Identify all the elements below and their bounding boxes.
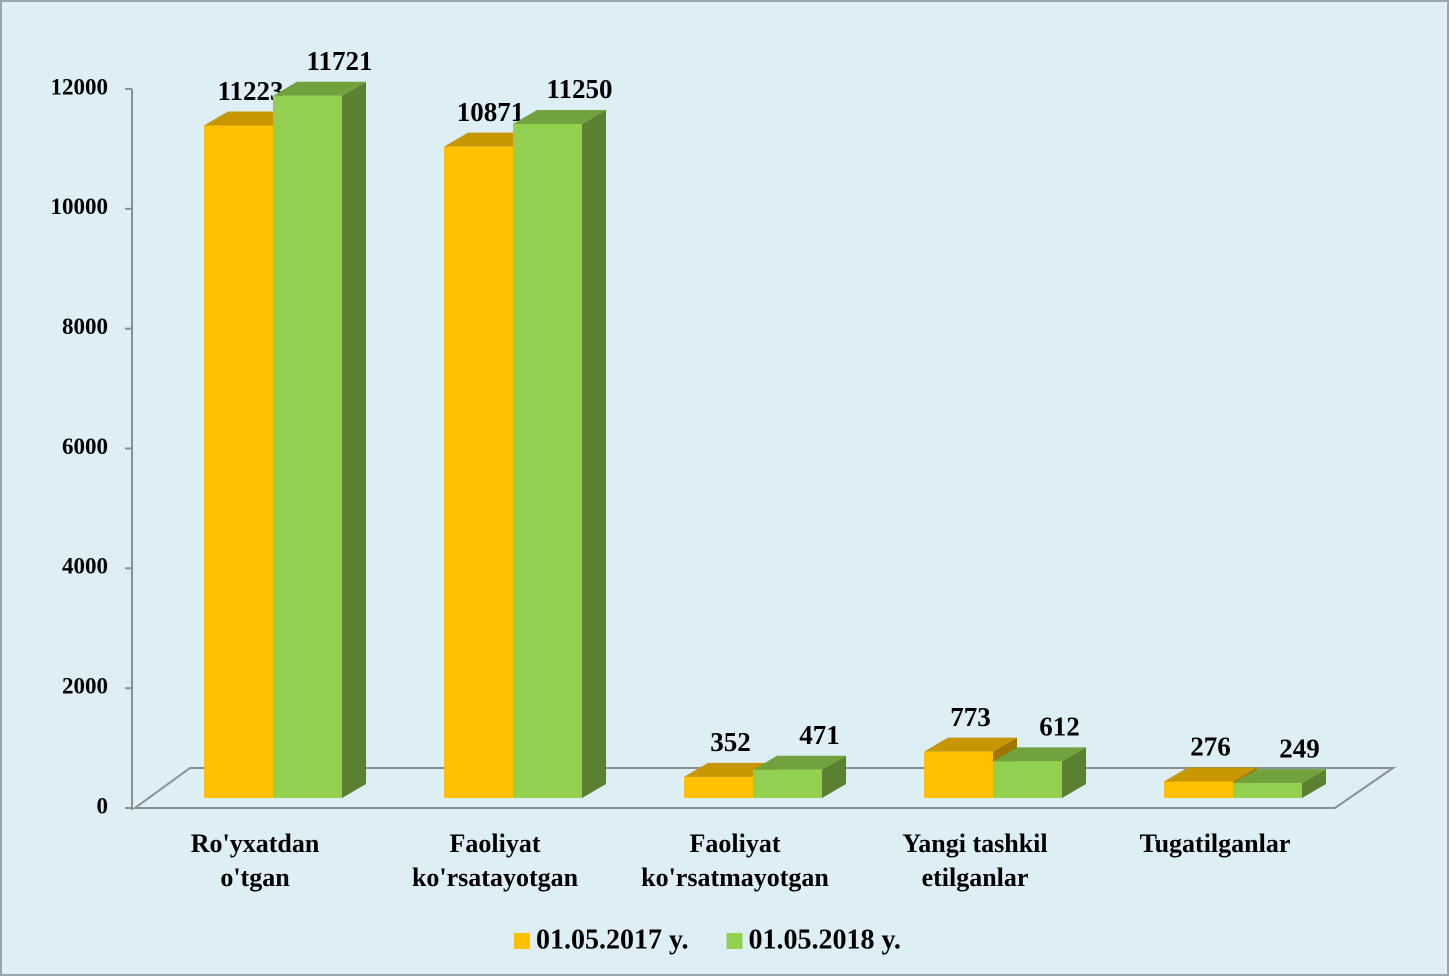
bar-top	[273, 81, 366, 96]
y-tick-label: 10000	[51, 194, 109, 219]
bar-front	[273, 95, 342, 799]
bar-top	[924, 737, 1017, 752]
x-tick-label: o'tgan	[220, 863, 290, 892]
legend-label: 01.05.2017 y.	[536, 924, 688, 955]
bar	[273, 81, 366, 799]
bar-side	[582, 109, 606, 798]
value-label: 249	[1279, 733, 1320, 763]
bar-front	[1164, 781, 1233, 798]
x-tick-label: Faoliyat	[690, 829, 781, 858]
y-tick-label: 6000	[62, 434, 108, 459]
y-tick-label: 2000	[62, 673, 108, 698]
legend-label: 01.05.2018 y.	[748, 924, 900, 955]
bar-front	[924, 751, 993, 798]
legend-swatch	[726, 933, 743, 949]
bar	[753, 755, 846, 798]
x-tick-label: ko'rsatayotgan	[412, 863, 579, 892]
bar-front	[204, 125, 273, 799]
bar-top	[1233, 769, 1326, 784]
x-tick-label: ko'rsatmayotgan	[641, 863, 829, 892]
bar	[1233, 769, 1326, 798]
bar-side	[1302, 769, 1326, 798]
bar-front	[993, 761, 1062, 798]
bar-front	[684, 776, 753, 798]
value-label: 471	[799, 720, 840, 750]
y-tick-label: 8000	[62, 314, 108, 339]
bar-front	[513, 123, 582, 798]
legend-swatch	[514, 933, 530, 949]
x-tick-label: Ro'yxatdan	[191, 829, 320, 858]
bar-top	[1164, 767, 1257, 782]
bar-side	[342, 81, 366, 799]
value-label: 773	[950, 702, 991, 732]
value-label: 612	[1039, 712, 1080, 742]
value-label: 352	[710, 727, 751, 757]
x-tick-label: Yangi tashkil	[902, 829, 1047, 858]
bar-front	[753, 769, 822, 798]
bar-side	[1062, 747, 1086, 798]
x-tick-label: etilganlar	[922, 863, 1029, 892]
bar	[513, 109, 606, 798]
y-tick-label: 0	[97, 793, 109, 818]
value-label: 11250	[546, 74, 612, 104]
y-tick-label: 12000	[51, 74, 109, 99]
value-label: 11223	[217, 76, 283, 106]
x-tick-label: Faoliyat	[450, 829, 541, 858]
value-label: 276	[1190, 732, 1231, 762]
bar	[993, 747, 1086, 798]
x-tick-label: Tugatilganlar	[1140, 829, 1291, 858]
bar-top	[993, 747, 1086, 762]
value-label: 10871	[457, 97, 525, 127]
y-tick-label: 4000	[62, 554, 108, 579]
bar-top	[753, 755, 846, 770]
floor	[131, 767, 1397, 809]
bar-side	[822, 755, 846, 798]
bar-front	[444, 146, 513, 798]
value-label: 11721	[306, 46, 372, 76]
bar-front	[1233, 783, 1302, 798]
bar-top	[513, 109, 606, 124]
